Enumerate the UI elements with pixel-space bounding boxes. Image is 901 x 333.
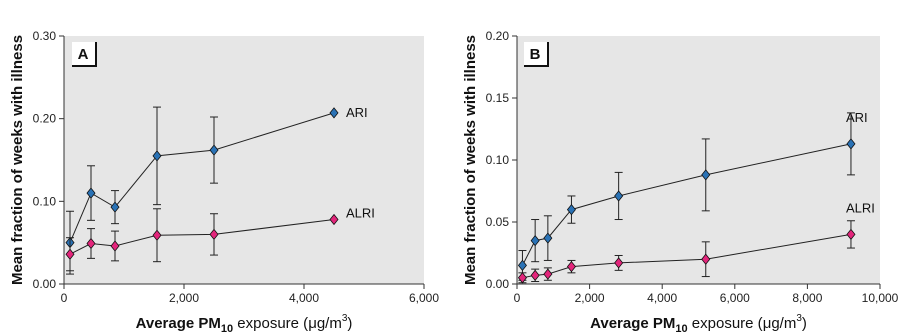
series-label: ALRI <box>846 200 875 215</box>
x-axis-title-part: 10 <box>221 323 233 333</box>
x-axis-title-part: Average PM <box>590 315 675 332</box>
series-label: ALRI <box>346 206 375 221</box>
y-tick-label: 0.10 <box>33 194 57 208</box>
x-tick-label: 0 <box>514 291 521 305</box>
x-axis-title-part: 3 <box>796 313 802 324</box>
data-point <box>701 253 711 265</box>
panel-letter-box-shadow <box>72 42 97 67</box>
y-axis-title: Mean fraction of weeks with illness <box>9 35 26 285</box>
plot-area <box>64 36 424 284</box>
x-axis-title: Average PM10 exposure (μg/m3) <box>590 313 807 333</box>
data-point <box>543 268 553 280</box>
panel-letter-box <box>524 42 548 66</box>
x-axis-title-part: 3 <box>342 313 348 324</box>
data-point <box>329 213 339 226</box>
x-axis-title-part: μ <box>308 315 317 332</box>
x-tick-label: 4,000 <box>647 291 677 305</box>
data-point <box>86 187 96 199</box>
plot-area <box>517 36 880 284</box>
data-point <box>566 203 576 216</box>
data-point <box>209 144 219 156</box>
data-point <box>209 228 219 241</box>
x-tick-label: 10,000 <box>862 291 899 305</box>
data-point <box>65 248 75 260</box>
x-axis-title-part: ) <box>347 315 352 332</box>
panel-letter: A <box>78 46 89 63</box>
chart-panel-a: 0.00 0.10 0.20 0.30 0 2,000 4,000 6,000 A Mean fr… <box>9 29 439 333</box>
y-tick-label: 0.20 <box>486 29 510 43</box>
data-point <box>543 232 553 244</box>
x-tick-label: 2,000 <box>575 291 605 305</box>
data-point <box>530 269 540 281</box>
data-point <box>566 260 576 273</box>
series-ari: ARI <box>65 105 368 275</box>
y-tick-label: 0.05 <box>486 215 510 229</box>
x-axis-title: Average PM10 exposure (μg/m3) <box>136 313 353 333</box>
series-line <box>69 219 335 255</box>
y-tick-label: 0.30 <box>33 29 57 43</box>
series-label: ARI <box>346 105 368 120</box>
data-point <box>86 237 96 250</box>
data-point <box>530 234 540 247</box>
data-point <box>614 257 624 269</box>
y-axis-title: Mean fraction of weeks with illness <box>462 35 479 285</box>
x-axis-title-part: μ <box>763 315 772 332</box>
x-axis-title-part: exposure ( <box>688 315 763 332</box>
panel-letter-box <box>72 42 96 66</box>
x-axis-title-part: 10 <box>675 323 687 333</box>
panel-letter-box-shadow <box>524 42 549 67</box>
x-tick-label: 0 <box>61 291 68 305</box>
x-tick-label: 4,000 <box>289 291 319 305</box>
y-tick-label: 0.15 <box>486 91 510 105</box>
x-axis-title-part: exposure ( <box>233 315 308 332</box>
data-point <box>701 169 711 181</box>
data-point <box>110 240 120 252</box>
series-label: ARI <box>846 110 868 125</box>
data-point <box>846 228 856 241</box>
data-point <box>110 201 120 213</box>
x-tick-label: 8,000 <box>792 291 822 305</box>
x-axis-title-part: g/m <box>771 315 796 332</box>
data-point <box>329 107 339 119</box>
series-ari: ARI <box>517 110 868 281</box>
panel-letter: B <box>530 46 541 63</box>
data-point <box>846 138 856 150</box>
y-tick-label: 0.20 <box>33 112 57 126</box>
data-point <box>517 259 527 272</box>
data-point <box>152 229 162 241</box>
y-tick-label: 0.10 <box>486 153 510 167</box>
y-tick-label: 0.00 <box>486 277 510 291</box>
x-tick-label: 2,000 <box>169 291 199 305</box>
x-tick-label: 6,000 <box>720 291 750 305</box>
data-point <box>152 150 162 162</box>
series-line <box>69 112 335 243</box>
x-axis-title-part: g/m <box>317 315 342 332</box>
x-axis-title-part: Average PM <box>136 315 221 332</box>
x-axis-title-part: ) <box>802 315 807 332</box>
data-point <box>517 272 527 284</box>
chart-panel-b: 0.00 0.05 0.10 0.15 0.20 0 2,000 4,000 6,000 8,00… <box>462 29 899 333</box>
data-point <box>614 190 624 202</box>
series-alri: ALRI <box>517 200 875 284</box>
x-tick-label: 6,000 <box>409 291 439 305</box>
series-alri: ALRI <box>65 206 375 272</box>
y-tick-label: 0.00 <box>33 277 57 291</box>
